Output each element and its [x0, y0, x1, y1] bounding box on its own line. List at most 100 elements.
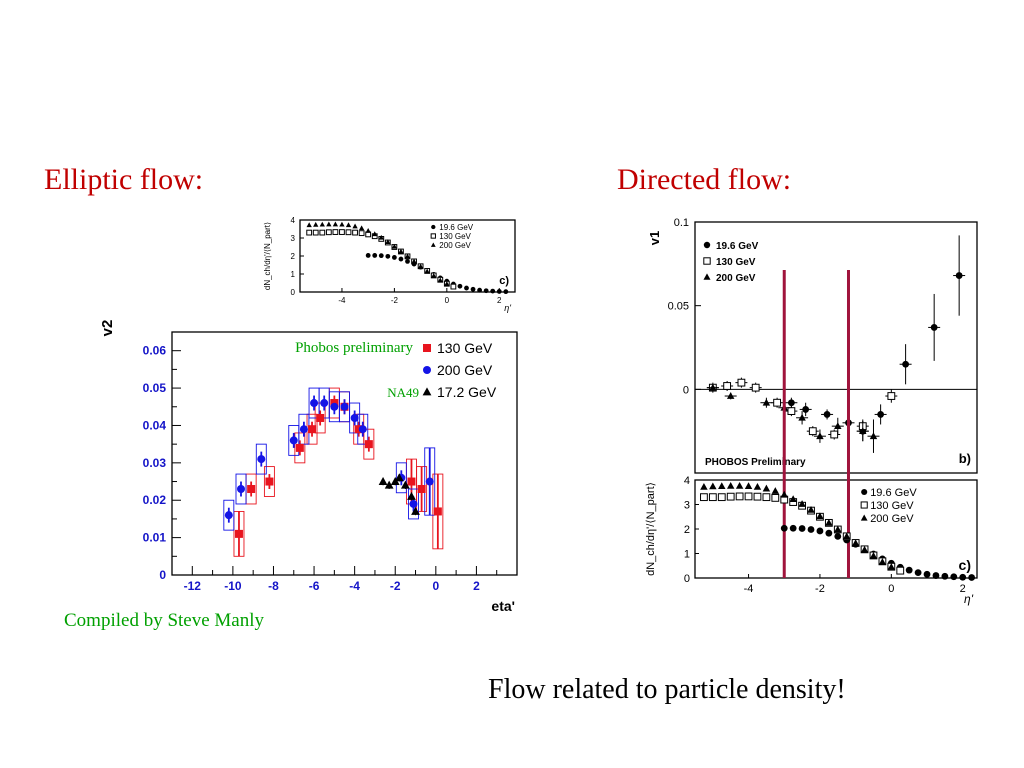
density-small-point: [496, 289, 502, 294]
density-large-ytick-label: 1: [684, 548, 690, 560]
density-small-panel-tag: c): [499, 275, 509, 287]
density-small-point: [457, 283, 463, 289]
density-large-ytick-label: 4: [684, 475, 690, 487]
density-large-point: [735, 481, 744, 489]
density-small-ytick-label: 0: [291, 288, 296, 297]
density-large-xtick-label: -2: [815, 583, 825, 595]
v2-ytick-label: 0.01: [143, 531, 167, 545]
v2-systematic-box: [395, 462, 407, 494]
density-small-point: [450, 283, 457, 290]
density-large-point: [718, 482, 726, 490]
density-large-point: [807, 505, 815, 513]
v2-point: [358, 425, 367, 434]
v1-point: [816, 432, 824, 440]
density-large-xtick-label: 0: [888, 583, 894, 595]
density-small-point: [332, 229, 339, 235]
v1-point: [798, 413, 806, 421]
density-large-xtick-label: -4: [744, 583, 754, 595]
density-small-point: [339, 229, 345, 235]
density-small-point: [490, 288, 496, 294]
v2-ytick-label: 0: [159, 568, 166, 582]
density-small-point: [306, 229, 313, 236]
density-small-xtick-label: 2: [497, 296, 502, 305]
v1-point: [930, 324, 938, 331]
density-large-point: [887, 563, 896, 570]
v1-ylabel: v1: [647, 231, 662, 245]
v2-xtick-label: 2: [473, 579, 480, 593]
v2-point: [237, 485, 245, 494]
density-large-point: [842, 532, 851, 540]
v1-ytick-label: 0.05: [668, 301, 689, 313]
v2-frame: [171, 331, 518, 576]
v1-legend-marker: [703, 241, 711, 249]
density-small-point: [358, 230, 365, 237]
density-large-ytick-label: 0: [684, 573, 690, 585]
density-small-legend-marker: [430, 242, 436, 247]
density-large-ylabel: dN_ch/dη'/⟨N_part⟩: [645, 482, 657, 576]
v2-point: [316, 413, 325, 422]
v2-point: [257, 455, 266, 464]
v1-point: [709, 383, 717, 391]
density-large-point: [932, 572, 940, 579]
v1-point: [723, 382, 732, 390]
v2-point: [378, 476, 388, 485]
density-small-point: [365, 253, 371, 258]
density-large-legend-label: 19.6 GeV: [870, 487, 917, 499]
density-small-point: [385, 239, 391, 244]
density-large-xtick-label: 2: [960, 583, 966, 595]
density-small-legend-marker: [431, 224, 436, 230]
v2-legend-marker: [423, 366, 431, 374]
density-large-point: [789, 524, 797, 532]
density-small-point: [365, 228, 371, 233]
density-small-point: [391, 255, 397, 260]
density-large-point: [923, 570, 931, 578]
v2-point: [224, 511, 233, 520]
density-small-xtick-label: -2: [391, 296, 399, 305]
density-large-point: [825, 518, 833, 526]
density-large-point: [798, 500, 806, 507]
density-large-point: [869, 552, 878, 559]
v2-xlabel: eta': [491, 598, 515, 614]
density-small-point: [325, 229, 332, 236]
density-large-point: [798, 525, 806, 532]
v2-systematic-box: [235, 473, 247, 505]
v2-systematic-box: [408, 488, 419, 520]
v2-point: [400, 480, 410, 489]
v1-point: [808, 427, 817, 436]
v2-legend-marker: [422, 387, 432, 396]
density-small-point: [339, 221, 345, 227]
density-large-point: [744, 482, 753, 490]
density-small-point: [319, 221, 325, 227]
v2-point: [310, 399, 319, 408]
density-large-point: [709, 482, 717, 490]
density-small-point: [345, 222, 352, 228]
density-large-point: [905, 566, 913, 574]
density-large-point: [825, 529, 833, 537]
v2-systematic-box: [424, 447, 436, 516]
v1-point: [887, 392, 896, 400]
v2-point: [425, 477, 434, 486]
density-small-point: [470, 286, 476, 292]
v2-xtick-label: 0: [432, 579, 439, 593]
v1-point: [751, 383, 760, 392]
v2-na49-annotation: NA49: [387, 385, 419, 400]
density-large-xlabel: η': [964, 592, 974, 606]
v1-point: [869, 432, 878, 440]
density-large-point: [789, 495, 797, 502]
density-small-point: [312, 229, 319, 236]
v2-xtick-label: -12: [184, 579, 202, 593]
density-large-point: [834, 525, 842, 533]
v2-xtick-label: -6: [309, 579, 320, 593]
density-small-point: [306, 222, 312, 228]
density-large-point: [753, 492, 762, 501]
density-large-point: [780, 490, 788, 498]
v2-point: [330, 402, 339, 411]
v1-eta-chart: 0 0.05 0.1 v1 b) PHOBOS Preliminary 19.6 GeV 13…: [647, 217, 978, 474]
density-large-legend-marker: [860, 501, 868, 509]
v2-phobos-annotation: Phobos preliminary: [295, 340, 413, 356]
directed-flow-heading: Directed flow:: [617, 163, 792, 196]
v2-legend-label: 17.2 GeV: [437, 384, 497, 400]
v2-eta-chart: 0 0.01 0.02 0.03 0.04 0.05 0.06 -12 -10 -8 -6 -4 -2 0…: [99, 320, 518, 614]
v2-point: [394, 473, 404, 482]
